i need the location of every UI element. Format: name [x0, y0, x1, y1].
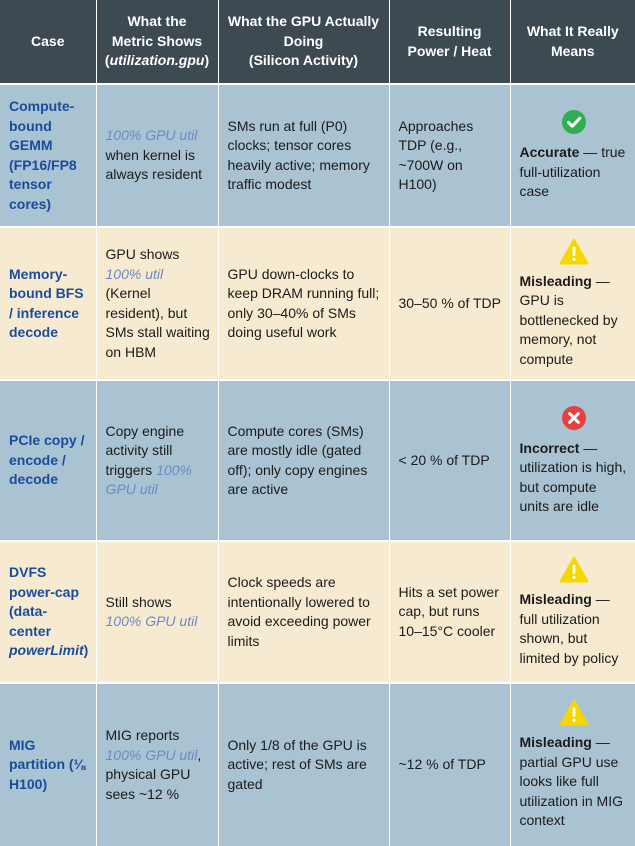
case-cell: Memory-bound BFS / inference decode [0, 226, 97, 380]
table-row: MIG partition (⅛ H100) MIG reports 100% … [0, 682, 635, 846]
case-cell: PCIe copy / encode / decode [0, 379, 97, 541]
warning-icon [559, 699, 589, 726]
table-row: Memory-bound BFS / inference decode GPU … [0, 226, 635, 380]
table-row: Compute-bound GEMM (FP16/FP8 tensor core… [0, 83, 635, 227]
check-circle-icon [561, 110, 586, 135]
header-meaning: What It Really Means [526, 23, 619, 59]
power-cell: 30–50 % of TDP [389, 226, 511, 380]
header-metric: What the Metric Shows (utilization.gpu) [96, 0, 219, 84]
header-case: Case [0, 0, 97, 84]
table-row: DVFS power-cap (data-center powerLimit) … [0, 540, 635, 683]
table-row: PCIe copy / encode / decode Copy engine … [0, 379, 635, 541]
power-cell: Approaches TDP (e.g., ~700W on H100) [389, 83, 511, 227]
gpu-activity-cell: GPU down-clocks to keep DRAM running ful… [218, 226, 390, 380]
metric-cell: Still shows 100% GPU util [96, 540, 219, 683]
meaning-cell: Incorrect — utilization is high, but com… [510, 379, 635, 541]
header-gpu-activity: What the GPU Actually Doing (Silicon Act… [218, 0, 390, 84]
gpu-activity-cell: Only 1/8 of the GPU is active; rest of S… [218, 682, 390, 846]
metric-cell: GPU shows 100% util (Kernel resident), b… [96, 226, 219, 380]
power-cell: Hits a set power cap, but runs 10–15°C c… [389, 540, 511, 683]
header-metric-name: utilization.gpu [109, 52, 205, 69]
gpu-activity-cell: SMs run at full (P0) clocks; tensor core… [218, 83, 390, 227]
meaning-cell: Misleading — partial GPU use looks like … [510, 682, 635, 846]
meaning-cell: Accurate — true full-utilization case [510, 83, 635, 227]
metric-cell: MIG reports 100% GPU util, physical GPU … [96, 682, 219, 846]
header-power-heat: Resulting Power / Heat [389, 0, 511, 84]
meaning-cell: Misleading — full utilization shown, but… [510, 540, 635, 683]
power-cell: ~12 % of TDP [389, 682, 511, 846]
gpu-activity-cell: Clock speeds are intentionally lowered t… [218, 540, 390, 683]
header-row: Case What the Metric Shows (utilization.… [0, 0, 635, 84]
x-circle-icon [561, 405, 586, 430]
power-cell: < 20 % of TDP [389, 379, 511, 541]
metric-cell: Copy engine activity still triggers 100%… [96, 379, 219, 541]
metric-cell: 100% GPU util when kernel is always resi… [96, 83, 219, 227]
case-cell: MIG partition (⅛ H100) [0, 682, 97, 846]
gpu-activity-cell: Compute cores (SMs) are mostly idle (gat… [218, 379, 390, 541]
warning-icon [559, 556, 589, 583]
meaning-cell: Misleading — GPU is bottlenecked by memo… [510, 226, 635, 380]
warning-icon [559, 238, 589, 265]
case-cell: DVFS power-cap (data-center powerLimit) [0, 540, 97, 683]
case-cell: Compute-bound GEMM (FP16/FP8 tensor core… [0, 83, 97, 227]
